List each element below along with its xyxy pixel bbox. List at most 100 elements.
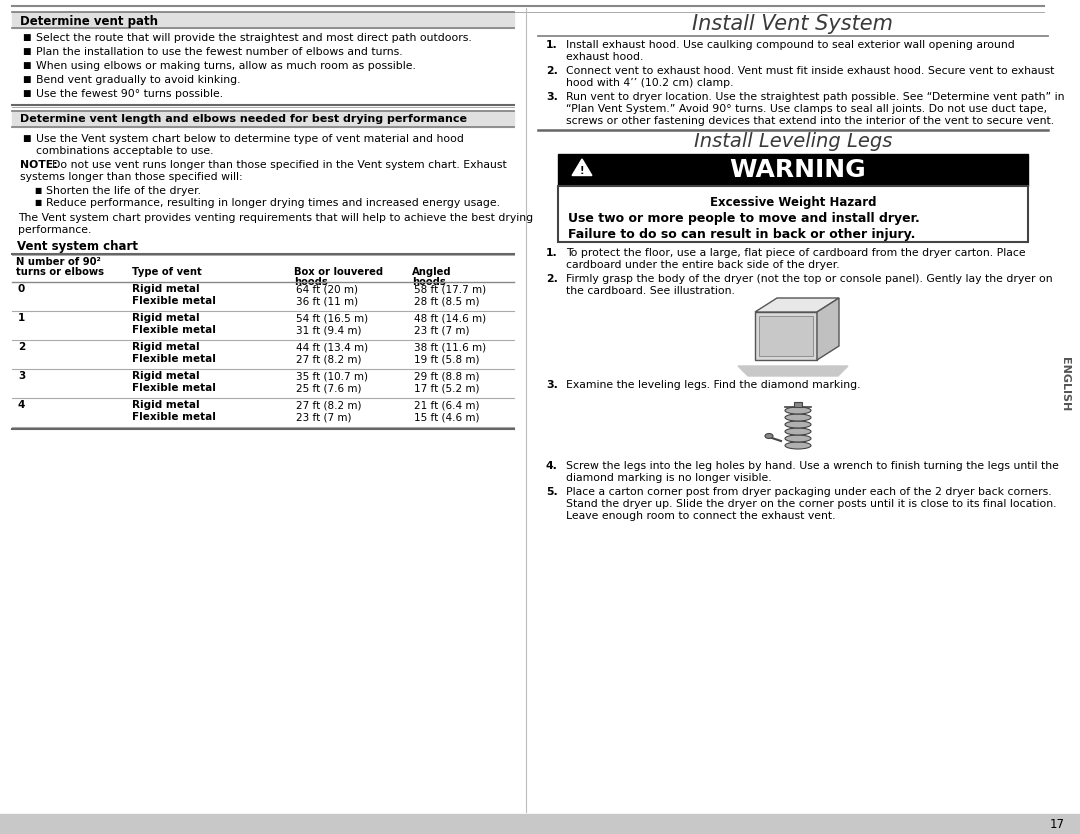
Ellipse shape (785, 414, 811, 421)
Text: Select the route that will provide the straightest and most direct path outdoors: Select the route that will provide the s… (36, 33, 472, 43)
Text: 23 ft (7 m): 23 ft (7 m) (414, 325, 470, 335)
Text: 64 ft (20 m): 64 ft (20 m) (296, 284, 357, 294)
Text: Place a carton corner post from dryer packaging under each of the 2 dryer back c: Place a carton corner post from dryer pa… (566, 487, 1052, 497)
Text: Failure to do so can result in back or other injury.: Failure to do so can result in back or o… (568, 228, 916, 241)
Text: Excessive Weight Hazard: Excessive Weight Hazard (710, 196, 876, 209)
Ellipse shape (785, 407, 811, 414)
Text: To protect the floor, use a large, flat piece of cardboard from the dryer carton: To protect the floor, use a large, flat … (566, 248, 1026, 258)
Text: cardboard under the entire back side of the dryer.: cardboard under the entire back side of … (566, 260, 839, 270)
Text: 27 ft (8.2 m): 27 ft (8.2 m) (296, 400, 362, 410)
Ellipse shape (785, 442, 811, 449)
Text: systems longer than those specified will:: systems longer than those specified will… (21, 172, 243, 182)
Text: Type of vent: Type of vent (132, 267, 202, 277)
Text: 2: 2 (18, 342, 25, 352)
Text: turns or elbows: turns or elbows (16, 267, 104, 277)
Polygon shape (816, 298, 839, 360)
Text: 2.: 2. (546, 274, 558, 284)
Bar (794, 402, 802, 407)
Text: Examine the leveling legs. Find the diamond marking.: Examine the leveling legs. Find the diam… (566, 380, 861, 390)
Text: Reduce performance, resulting in longer drying times and increased energy usage.: Reduce performance, resulting in longer … (46, 198, 500, 208)
Polygon shape (738, 366, 848, 376)
Text: 17 ft (5.2 m): 17 ft (5.2 m) (414, 383, 480, 393)
Text: 44 ft (13.4 m): 44 ft (13.4 m) (296, 342, 368, 352)
Text: ■: ■ (22, 89, 30, 98)
Text: 54 ft (16.5 m): 54 ft (16.5 m) (296, 313, 368, 323)
Text: “Plan Vent System.” Avoid 90° turns. Use clamps to seal all joints. Do not use d: “Plan Vent System.” Avoid 90° turns. Use… (566, 104, 1048, 114)
Text: 25 ft (7.6 m): 25 ft (7.6 m) (296, 383, 362, 393)
Text: 1.: 1. (546, 40, 557, 50)
Text: performance.: performance. (18, 224, 92, 234)
Text: N umber of 90²: N umber of 90² (16, 257, 100, 267)
Text: hoods: hoods (411, 277, 446, 287)
Bar (755, 312, 816, 360)
Text: the cardboard. See illustration.: the cardboard. See illustration. (566, 286, 734, 296)
Bar (558, 186, 1028, 242)
Text: 29 ft (8.8 m): 29 ft (8.8 m) (414, 371, 480, 381)
Text: Screw the legs into the leg holes by hand. Use a wrench to finish turning the le: Screw the legs into the leg holes by han… (566, 461, 1058, 471)
Text: 4: 4 (18, 400, 25, 410)
Text: ■: ■ (22, 47, 30, 56)
Text: 3.: 3. (546, 92, 558, 102)
Text: WARNING: WARNING (730, 158, 866, 182)
Polygon shape (755, 298, 839, 312)
Ellipse shape (785, 428, 811, 435)
Text: 2.: 2. (546, 66, 558, 76)
Text: 4.: 4. (546, 461, 558, 471)
Text: diamond marking is no longer visible.: diamond marking is no longer visible. (566, 473, 771, 483)
Text: 36 ft (11 m): 36 ft (11 m) (296, 296, 359, 306)
Text: hoods: hoods (294, 277, 327, 287)
Text: Stand the dryer up. Slide the dryer on the corner posts until it is close to its: Stand the dryer up. Slide the dryer on t… (566, 499, 1056, 509)
Text: Rigid metal: Rigid metal (132, 284, 200, 294)
Text: ■: ■ (22, 33, 30, 42)
Text: ENGLISH: ENGLISH (1059, 357, 1070, 411)
Text: When using elbows or making turns, allow as much room as possible.: When using elbows or making turns, allow… (36, 61, 416, 71)
Text: 3: 3 (18, 371, 25, 381)
Text: ■: ■ (22, 61, 30, 70)
Text: Rigid metal: Rigid metal (132, 371, 200, 381)
Text: 19 ft (5.8 m): 19 ft (5.8 m) (414, 354, 480, 364)
Text: Leave enough room to connect the exhaust vent.: Leave enough room to connect the exhaust… (566, 511, 836, 521)
Text: 27 ft (8.2 m): 27 ft (8.2 m) (296, 354, 362, 364)
Bar (558, 154, 1028, 186)
Text: Shorten the life of the dryer.: Shorten the life of the dryer. (46, 185, 201, 195)
Text: screws or other fastening devices that extend into the interior of the vent to s: screws or other fastening devices that e… (566, 116, 1054, 126)
Text: Bend vent gradually to avoid kinking.: Bend vent gradually to avoid kinking. (36, 75, 241, 85)
Text: Install exhaust hood. Use caulking compound to seal exterior wall opening around: Install exhaust hood. Use caulking compo… (566, 40, 1015, 50)
Bar (0, 814, 1080, 834)
Text: 31 ft (9.4 m): 31 ft (9.4 m) (296, 325, 362, 335)
Text: Rigid metal: Rigid metal (132, 342, 200, 352)
Text: 38 ft (11.6 m): 38 ft (11.6 m) (414, 342, 486, 352)
Text: Determine vent length and elbows needed for best drying performance: Determine vent length and elbows needed … (21, 113, 467, 123)
Text: Rigid metal: Rigid metal (132, 313, 200, 323)
Ellipse shape (765, 434, 773, 439)
Text: Firmly grasp the body of the dryer (not the top or console panel). Gently lay th: Firmly grasp the body of the dryer (not … (566, 274, 1053, 284)
Text: Do not use vent runs longer than those specified in the Vent system chart. Exhau: Do not use vent runs longer than those s… (52, 159, 507, 169)
Text: Flexible metal: Flexible metal (132, 325, 216, 335)
Text: Install Leveling Legs: Install Leveling Legs (693, 132, 892, 151)
Text: 15 ft (4.6 m): 15 ft (4.6 m) (414, 412, 480, 422)
Text: ■: ■ (33, 185, 41, 194)
Text: 5.: 5. (546, 487, 557, 497)
Bar (12, 110, 514, 127)
Text: Connect vent to exhaust hood. Vent must fit inside exhaust hood. Secure vent to : Connect vent to exhaust hood. Vent must … (566, 66, 1054, 76)
Polygon shape (572, 159, 592, 175)
Text: 21 ft (6.4 m): 21 ft (6.4 m) (414, 400, 480, 410)
Text: exhaust hood.: exhaust hood. (566, 52, 644, 62)
Text: Rigid metal: Rigid metal (132, 400, 200, 410)
Text: Flexible metal: Flexible metal (132, 354, 216, 364)
Text: Flexible metal: Flexible metal (132, 412, 216, 422)
Text: 3.: 3. (546, 380, 558, 390)
Text: Flexible metal: Flexible metal (132, 296, 216, 306)
Text: combinations acceptable to use.: combinations acceptable to use. (36, 145, 214, 155)
Ellipse shape (785, 435, 811, 442)
Text: ■: ■ (33, 198, 41, 207)
Text: 48 ft (14.6 m): 48 ft (14.6 m) (414, 313, 486, 323)
Text: 1.: 1. (546, 248, 557, 258)
Text: 0: 0 (18, 284, 25, 294)
Bar (12, 12, 514, 28)
Text: NOTE:: NOTE: (21, 159, 57, 169)
Text: Flexible metal: Flexible metal (132, 383, 216, 393)
Text: Use the Vent system chart below to determine type of vent material and hood: Use the Vent system chart below to deter… (36, 133, 464, 143)
Text: Plan the installation to use the fewest number of elbows and turns.: Plan the installation to use the fewest … (36, 47, 403, 57)
Bar (759, 316, 813, 356)
